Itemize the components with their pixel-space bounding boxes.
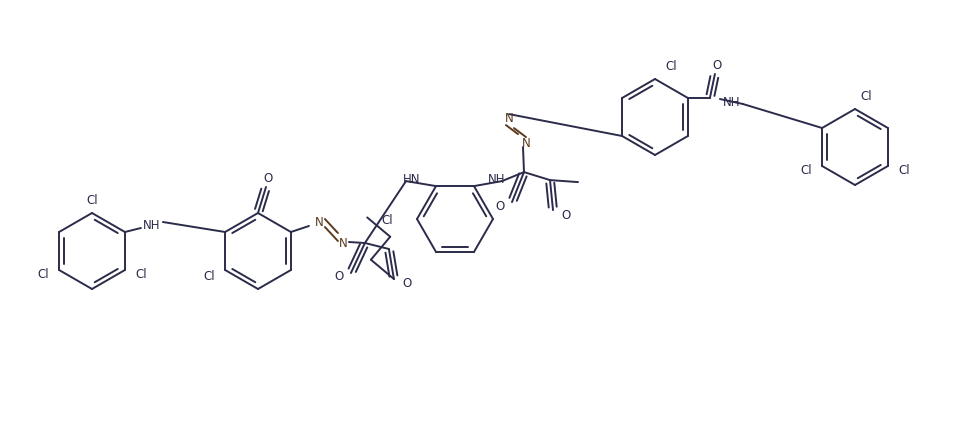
Text: N: N xyxy=(522,136,530,149)
Text: Cl: Cl xyxy=(898,164,909,177)
Text: Cl: Cl xyxy=(801,164,812,177)
Text: Cl: Cl xyxy=(37,268,49,281)
Text: Cl: Cl xyxy=(86,194,98,207)
Text: O: O xyxy=(496,199,504,212)
Text: N: N xyxy=(339,237,347,250)
Text: O: O xyxy=(713,59,721,72)
Text: Cl: Cl xyxy=(203,270,215,283)
Text: O: O xyxy=(402,277,411,290)
Text: NH: NH xyxy=(723,96,740,109)
Text: N: N xyxy=(315,216,323,229)
Text: Cl: Cl xyxy=(665,60,677,74)
Text: Cl: Cl xyxy=(860,90,872,103)
Text: O: O xyxy=(264,172,272,185)
Text: HN: HN xyxy=(403,172,420,185)
Text: N: N xyxy=(504,111,513,124)
Text: NH: NH xyxy=(143,219,161,232)
Text: O: O xyxy=(561,208,571,221)
Text: Cl: Cl xyxy=(135,268,147,281)
Text: NH: NH xyxy=(488,172,505,185)
Text: O: O xyxy=(335,270,343,283)
Text: Cl: Cl xyxy=(382,213,393,227)
